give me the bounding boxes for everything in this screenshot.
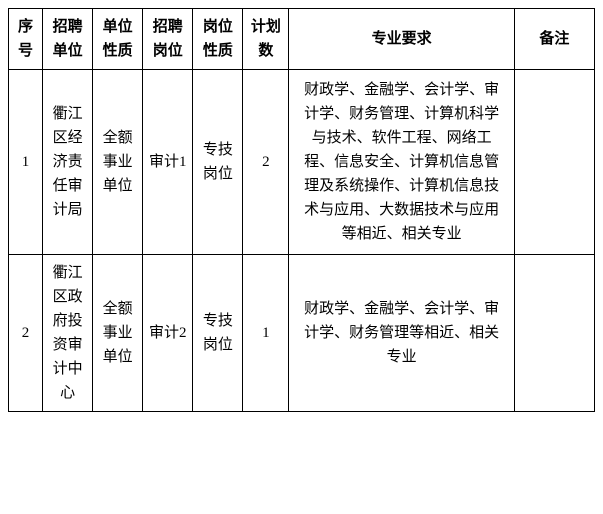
cell-unit: 衢江区经济责任审计局 — [43, 70, 93, 255]
cell-unit: 衢江区政府投资审计中心 — [43, 255, 93, 412]
cell-remark — [514, 70, 594, 255]
header-unit: 招聘单位 — [43, 9, 93, 70]
cell-count: 1 — [243, 255, 289, 412]
header-count: 计划数 — [243, 9, 289, 70]
table-header-row: 序号 招聘单位 单位性质 招聘岗位 岗位性质 计划数 专业要求 备注 — [9, 9, 595, 70]
cell-count: 2 — [243, 70, 289, 255]
cell-unit-nature: 全额事业单位 — [93, 70, 143, 255]
cell-position-nature: 专技岗位 — [193, 255, 243, 412]
cell-remark — [514, 255, 594, 412]
header-unit-nature: 单位性质 — [93, 9, 143, 70]
header-major: 专业要求 — [289, 9, 514, 70]
header-position-nature: 岗位性质 — [193, 9, 243, 70]
cell-major: 财政学、金融学、会计学、审计学、财务管理等相近、相关专业 — [289, 255, 514, 412]
cell-position: 审计2 — [143, 255, 193, 412]
recruitment-table: 序号 招聘单位 单位性质 招聘岗位 岗位性质 计划数 专业要求 备注 1 衢江区… — [8, 8, 595, 412]
header-position: 招聘岗位 — [143, 9, 193, 70]
cell-unit-nature: 全额事业单位 — [93, 255, 143, 412]
cell-seq: 2 — [9, 255, 43, 412]
cell-position: 审计1 — [143, 70, 193, 255]
cell-major: 财政学、金融学、会计学、审计学、财务管理、计算机科学与技术、软件工程、网络工程、… — [289, 70, 514, 255]
table-row: 1 衢江区经济责任审计局 全额事业单位 审计1 专技岗位 2 财政学、金融学、会… — [9, 70, 595, 255]
header-remark: 备注 — [514, 9, 594, 70]
header-seq: 序号 — [9, 9, 43, 70]
cell-seq: 1 — [9, 70, 43, 255]
cell-position-nature: 专技岗位 — [193, 70, 243, 255]
table-row: 2 衢江区政府投资审计中心 全额事业单位 审计2 专技岗位 1 财政学、金融学、… — [9, 255, 595, 412]
